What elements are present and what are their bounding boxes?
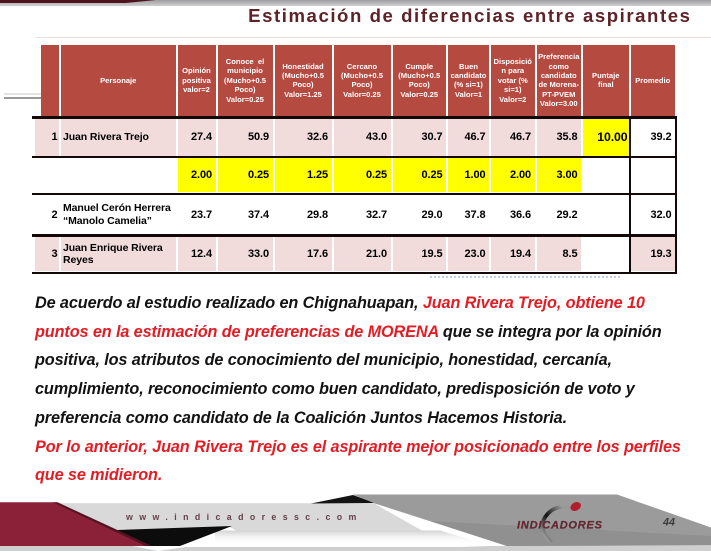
svg-text:44: 44	[662, 517, 675, 529]
svg-text:INDICADORES: INDICADORES	[517, 520, 603, 532]
svg-text:www.indicadoressc.com: www.indicadoressc.com	[125, 512, 363, 522]
